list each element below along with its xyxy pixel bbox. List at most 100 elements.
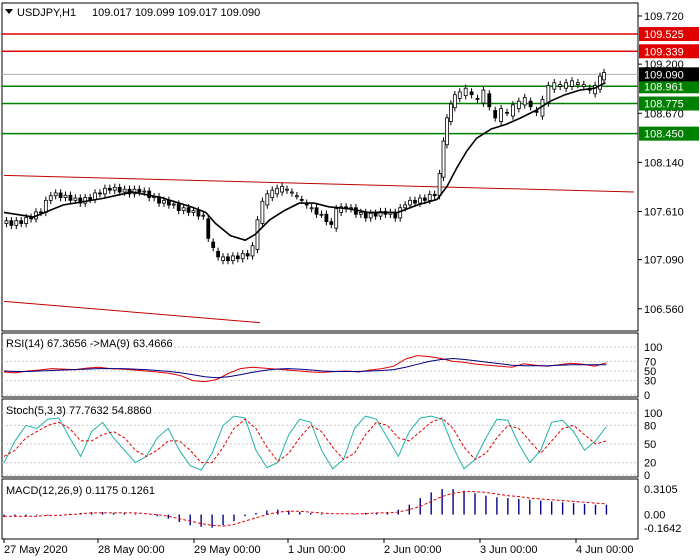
candle-body	[43, 199, 48, 213]
rsi-title: RSI(14) 67.3656 ->MA(9) 63.4666	[6, 338, 173, 350]
macd-panel: 0.3105 0.00-0.1642	[3, 484, 681, 535]
support-level-label-bg	[639, 96, 699, 111]
candle-body	[176, 203, 181, 211]
indicator-tick-label: 80	[644, 420, 656, 432]
candle-body	[191, 210, 196, 213]
candle-body	[475, 98, 480, 100]
candle-body	[481, 89, 486, 104]
candle-body	[452, 94, 457, 109]
indicator-tick-label: 0	[644, 390, 650, 402]
candle-body	[221, 256, 225, 261]
candle-body	[493, 110, 498, 119]
candle-body	[373, 212, 378, 217]
candle-body	[260, 200, 265, 224]
candle-body	[334, 208, 339, 229]
candle-body	[265, 193, 270, 206]
candle-body	[564, 82, 568, 89]
trendline	[3, 300, 260, 324]
candle-body	[294, 195, 299, 198]
candle-body	[142, 190, 147, 193]
candle-body	[558, 84, 563, 87]
candle-body	[445, 117, 449, 146]
candle-body	[393, 212, 398, 219]
candle-body	[216, 250, 221, 258]
support-level-label-bg	[639, 79, 699, 94]
indicator-tick-label: 30	[644, 376, 656, 388]
candle-body	[299, 199, 304, 201]
candle-body	[250, 245, 255, 257]
indicator-series-line	[3, 355, 607, 383]
candle-body	[546, 85, 551, 104]
candle-body	[98, 192, 102, 195]
panel-frame-stoch	[1, 398, 639, 478]
candle-body	[206, 218, 211, 239]
indicator-tick-label: 100	[644, 408, 662, 420]
candle-body	[487, 93, 492, 108]
candle-body	[107, 187, 112, 191]
candle-body	[181, 207, 186, 211]
candle-body	[102, 187, 107, 195]
price-tick-label: 109.720	[644, 11, 684, 23]
support-level-label: 108.961	[644, 81, 684, 93]
candle-body	[581, 84, 586, 87]
time-tick-label: 1 Jun 00:00	[288, 544, 346, 556]
candle-body	[122, 188, 127, 193]
candle-body	[522, 97, 527, 106]
candle-body	[171, 203, 176, 206]
trendline	[3, 174, 635, 193]
collapse-triangle-icon[interactable]	[5, 9, 13, 14]
candle-body	[9, 220, 14, 226]
indicator-series-line	[3, 357, 607, 379]
indicator-tick-label: 0	[644, 470, 650, 482]
candle-body	[417, 197, 422, 204]
macd-tick-label: -0.1642	[644, 523, 681, 535]
candle-body	[211, 241, 216, 249]
candle-body	[255, 219, 260, 250]
candle-body	[309, 207, 314, 210]
candle-body	[413, 199, 417, 204]
candle-body	[570, 80, 574, 87]
candle-body	[408, 199, 412, 206]
indicator-tick-label: 100	[644, 342, 662, 354]
candle-body	[270, 189, 275, 198]
candle-body	[505, 111, 509, 114]
candle-body	[240, 253, 245, 260]
candle-body	[137, 188, 142, 193]
panel-frames	[1, 2, 639, 540]
macd-tick-label: 0.00	[644, 510, 665, 522]
candle-body	[593, 85, 598, 95]
indicator-tick-label: 50	[644, 366, 656, 378]
indicator-series-line	[3, 415, 607, 471]
candle-body	[339, 206, 344, 213]
candle-body	[186, 207, 191, 213]
symbol-label: USDJPY,H1	[17, 7, 76, 19]
indicator-tick-label: 50	[644, 439, 656, 451]
candle-body	[230, 255, 235, 261]
candle-body	[422, 197, 427, 201]
candle-body	[29, 217, 33, 220]
candle-body	[516, 100, 521, 110]
trendlines	[3, 174, 635, 324]
candle-body	[314, 207, 319, 215]
candle-body	[598, 75, 602, 90]
candle-body	[329, 221, 334, 225]
candle-body	[112, 186, 117, 191]
candle-body	[463, 87, 468, 97]
candle-body	[24, 217, 29, 224]
candle-body	[48, 195, 53, 201]
candle-body	[39, 211, 43, 214]
candle-body	[88, 197, 93, 200]
candle-body	[575, 82, 580, 85]
indicator-tick-label: 70	[644, 356, 656, 368]
support-level-label: 108.450	[644, 129, 684, 141]
candle-body	[117, 186, 122, 193]
candle-body	[441, 140, 446, 178]
candle-body	[363, 212, 368, 219]
stoch-title: Stoch(5,3,3) 77.7632 54.8860	[6, 405, 152, 417]
candle-body	[280, 186, 284, 193]
candle-body	[427, 193, 432, 201]
moving-average-line	[3, 81, 606, 242]
candle-body	[63, 194, 68, 198]
